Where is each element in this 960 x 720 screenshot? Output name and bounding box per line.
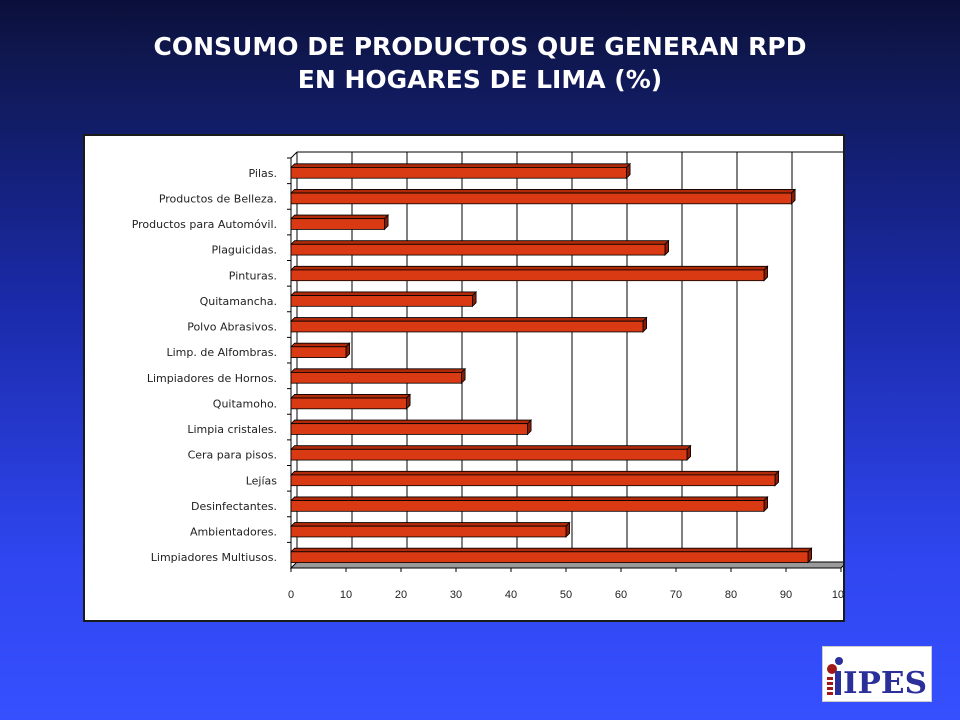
- bar: [290, 346, 347, 358]
- title-line-2: EN HOGARES DE LIMA (%): [297, 65, 663, 94]
- category-label: Quitamancha.: [200, 295, 277, 308]
- x-tick-label: 60: [615, 589, 627, 601]
- bar: [290, 192, 792, 205]
- bar: [290, 218, 385, 230]
- bar-top: [290, 265, 769, 271]
- svg-text:IPES: IPES: [843, 666, 927, 701]
- category-label: Limpia cristales.: [187, 423, 277, 436]
- bar: [290, 525, 567, 538]
- bar: [290, 397, 407, 410]
- x-tick-label: 30: [450, 589, 462, 601]
- ipes-logo: IPES: [822, 646, 932, 702]
- bar: [290, 448, 688, 461]
- category-label: Plaguicidas.: [212, 244, 278, 257]
- x-tick-label: 100: [832, 589, 843, 601]
- logo-graphic: IPES: [825, 649, 929, 701]
- category-label: Limp. de Alfombras.: [167, 346, 278, 359]
- title-line-1: CONSUMO DE PRODUCTOS QUE GENERAN RPD: [153, 32, 807, 61]
- x-tick-label: 40: [505, 589, 517, 601]
- x-tick-label: 90: [780, 589, 792, 601]
- bar: [290, 269, 765, 282]
- bar: [290, 423, 528, 435]
- bar: [290, 474, 776, 487]
- category-label: Productos para Automóvil.: [132, 218, 277, 231]
- bar: [290, 372, 462, 384]
- bar: [290, 243, 666, 256]
- bar-top: [290, 496, 769, 501]
- x-tick-label: 80: [725, 589, 737, 601]
- bar-top: [290, 445, 692, 450]
- x-tick-label: 70: [670, 589, 682, 601]
- category-label: Pinturas.: [229, 269, 277, 282]
- bar-top: [290, 522, 571, 527]
- x-tick-label: 0: [288, 589, 294, 601]
- category-label: Pilas.: [249, 167, 277, 180]
- category-label: Polvo Abrasivos.: [187, 321, 277, 334]
- bar-top: [290, 342, 351, 348]
- bar-top: [290, 291, 478, 296]
- category-label: Productos de Belleza.: [159, 192, 277, 205]
- y-axis-depth: [290, 151, 298, 159]
- x-tick-label: 20: [395, 589, 407, 601]
- category-label: Desinfectantes.: [191, 500, 277, 513]
- bar-top: [290, 547, 813, 553]
- category-label: Quitamoho.: [213, 397, 277, 410]
- category-label: Ambientadores.: [190, 526, 277, 539]
- bar-top: [290, 419, 533, 425]
- chart-panel: 0 10 20 30 40 50 60 70 80 90 100 Pilas. Productos de…: [83, 134, 845, 622]
- category-label: Limpiadores de Hornos.: [147, 372, 277, 385]
- category-label: Limpiadores Multiusos.: [151, 551, 277, 564]
- bar: [290, 551, 809, 563]
- chart-title: CONSUMO DE PRODUCTOS QUE GENERAN RPD EN …: [0, 30, 960, 96]
- bar: [290, 500, 765, 512]
- bar: [290, 167, 627, 179]
- bar-top: [290, 240, 670, 245]
- category-label: Cera para pisos.: [188, 449, 277, 462]
- x-tick-label: 10: [340, 589, 352, 601]
- bar-top: [290, 317, 648, 322]
- bar: [290, 295, 473, 307]
- bar: [290, 320, 644, 333]
- bar-top: [290, 163, 632, 168]
- bar-top: [290, 368, 467, 373]
- bar-chart: 0 10 20 30 40 50 60 70 80 90 100 Pilas. Productos de…: [132, 151, 843, 601]
- bar-top: [290, 394, 412, 399]
- x-tick-label: 50: [560, 589, 572, 601]
- bar-top: [290, 470, 780, 476]
- bar-top: [290, 189, 797, 194]
- category-label: Lejías: [246, 474, 278, 487]
- bar-top: [290, 214, 390, 220]
